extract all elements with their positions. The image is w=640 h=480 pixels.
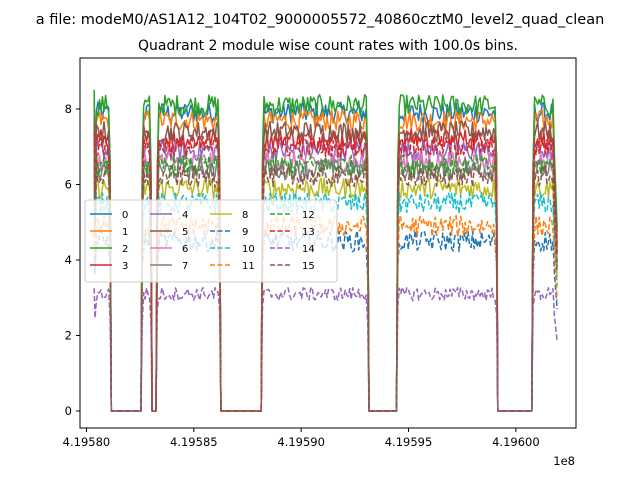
legend-label: 3 [122,261,128,272]
legend-label: 8 [242,210,248,221]
series-line-4 [93,137,558,412]
chart-title: Quadrant 2 module wise count rates with … [138,38,518,54]
legend-label: 1 [122,227,128,238]
series-line-5 [93,117,558,412]
legend-label: 10 [242,244,255,255]
y-axis-ticks: 0 2 4 6 8 [65,102,80,418]
x-tick-label: 4.19580 [63,435,111,449]
legend-label: 7 [182,261,188,272]
legend-label: 15 [302,261,315,272]
series-line-8 [93,176,558,412]
x-axis-ticks: 4.19580 4.19585 4.19590 4.19595 4.19600 [63,428,540,449]
y-tick-label: 2 [65,329,72,343]
x-tick-label: 4.19600 [492,435,540,449]
series-line-15 [93,165,558,412]
y-tick-label: 6 [65,177,72,191]
y-tick-label: 4 [65,253,72,267]
y-tick-label: 0 [65,404,72,418]
legend-label: 6 [182,244,188,255]
y-tick-label: 8 [65,102,72,116]
axes-frame [79,57,577,429]
x-tick-label: 4.19590 [277,435,325,449]
legend-frame [84,199,338,283]
legend-label: 11 [242,261,255,272]
legend-label: 12 [302,210,315,221]
legend-label: 2 [122,244,128,255]
x-offset-label: 1e8 [553,454,575,468]
series-line-13 [93,133,558,412]
x-tick-label: 4.19585 [170,435,218,449]
legend-label: 0 [122,210,128,221]
chart-suptitle: a file: modeM0/AS1A12_104T02_9000005572_… [36,12,605,28]
x-tick-label: 4.19595 [385,435,433,449]
legend-label: 14 [302,244,315,255]
legend-label: 5 [182,227,188,238]
legend-label: 4 [182,210,188,221]
legend-label: 9 [242,227,248,238]
legend-label: 13 [302,227,315,238]
series-line-12 [93,153,558,412]
series-line-2 [93,89,558,412]
